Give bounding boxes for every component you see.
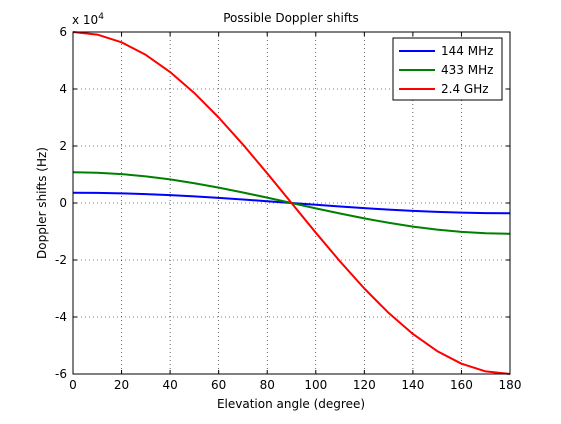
- x-tick-label: 40: [162, 378, 177, 392]
- y-tick-label: 6: [59, 25, 67, 39]
- x-tick-label: 140: [401, 378, 424, 392]
- y-multiplier-base: x 10: [72, 13, 98, 27]
- x-tick-label: 0: [69, 378, 77, 392]
- x-tick-label: 100: [304, 378, 327, 392]
- x-tick-label: 120: [353, 378, 376, 392]
- y-axis-label: Doppler shifts (Hz): [35, 147, 49, 259]
- x-tick-label: 60: [211, 378, 226, 392]
- y-tick-label: 0: [59, 196, 67, 210]
- x-tick-label: 160: [450, 378, 473, 392]
- y-multiplier: x 104: [72, 12, 104, 27]
- y-tick-label: -4: [55, 310, 67, 324]
- series-line-2-4-ghz: [72, 31, 511, 375]
- y-tick-label: -6: [55, 367, 67, 381]
- y-multiplier-exponent: 4: [98, 12, 104, 22]
- x-tick-label: 80: [260, 378, 275, 392]
- axis-ticks: 0 20 40 60 80 100 120 140 160 180 -6 -4 -2 0 2 4 6: [55, 25, 521, 392]
- y-tick-label: 2: [59, 139, 67, 153]
- x-tick-label: 20: [114, 378, 129, 392]
- x-tick-label: 180: [499, 378, 522, 392]
- legend-label-2-4ghz: 2.4 GHz: [441, 82, 489, 96]
- x-axis-label: Elevation angle (degree): [217, 397, 365, 411]
- y-tick-label: -2: [55, 253, 67, 267]
- chart-title: Possible Doppler shifts: [223, 11, 359, 25]
- legend: 144 MHz 433 MHz 2.4 GHz: [392, 37, 503, 101]
- series-layer: [72, 31, 511, 375]
- legend-label-144mhz: 144 MHz: [441, 44, 493, 58]
- legend-label-433mhz: 433 MHz: [441, 63, 493, 77]
- y-tick-label: 4: [59, 82, 67, 96]
